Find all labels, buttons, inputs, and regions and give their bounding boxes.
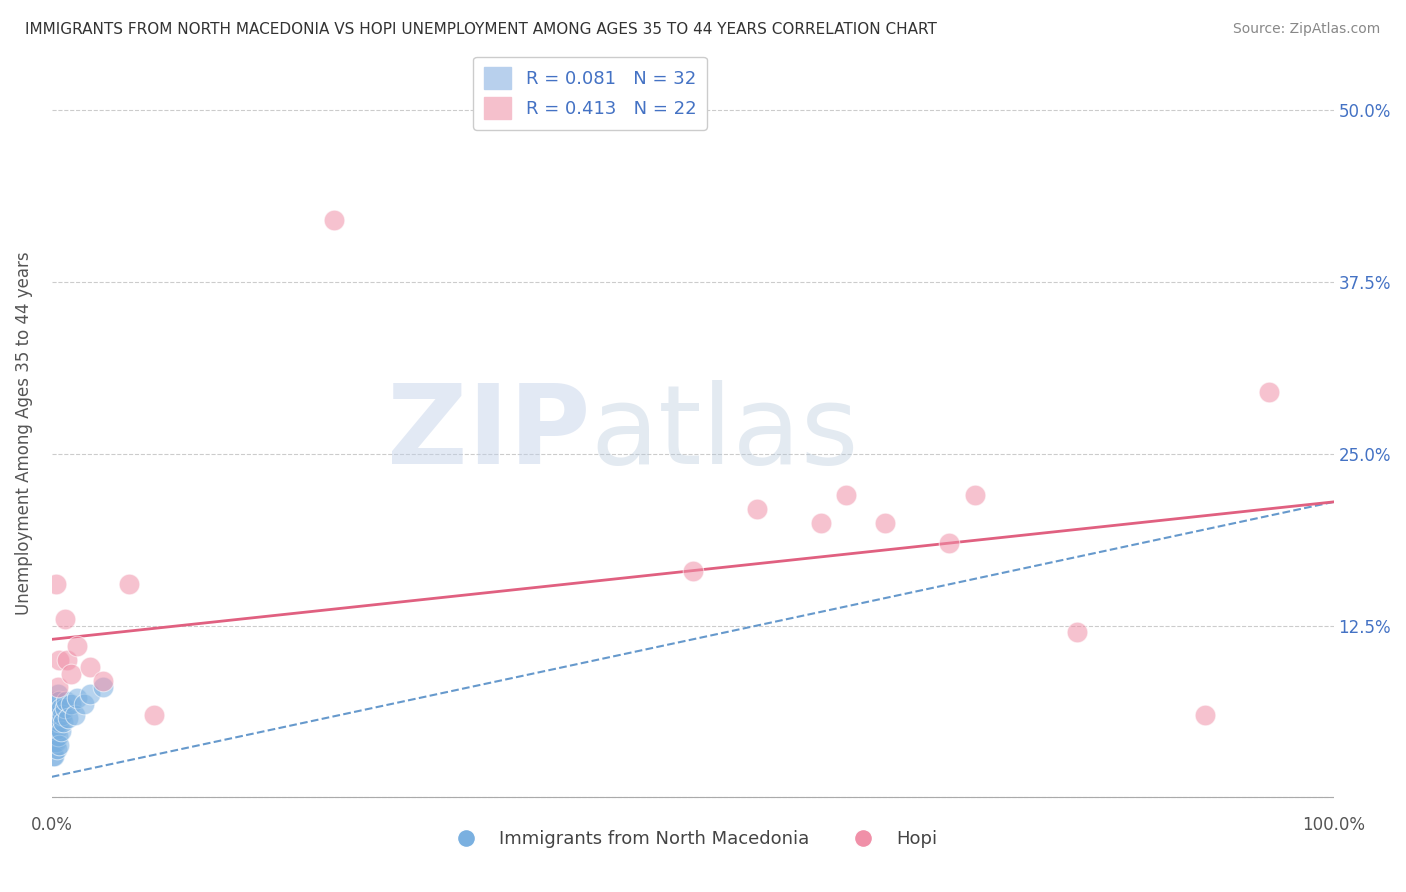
Point <box>91 681 114 695</box>
Text: ZIP: ZIP <box>387 380 591 487</box>
Point <box>79 687 101 701</box>
Point <box>49 724 72 739</box>
Text: IMMIGRANTS FROM NORTH MACEDONIA VS HOPI UNEMPLOYMENT AMONG AGES 35 TO 44 YEARS C: IMMIGRANTS FROM NORTH MACEDONIA VS HOPI … <box>25 22 938 37</box>
Point <box>143 708 166 723</box>
Point <box>873 516 896 530</box>
Point <box>46 729 69 743</box>
Point <box>58 711 80 725</box>
Point <box>53 701 76 715</box>
Point <box>835 488 858 502</box>
Point <box>79 660 101 674</box>
Point <box>45 701 67 715</box>
Point <box>55 694 77 708</box>
Point <box>46 681 69 695</box>
Y-axis label: Unemployment Among Ages 35 to 44 years: Unemployment Among Ages 35 to 44 years <box>15 252 32 615</box>
Point <box>63 708 86 723</box>
Text: Source: ZipAtlas.com: Source: ZipAtlas.com <box>1233 22 1381 37</box>
Point <box>1066 625 1088 640</box>
Point <box>42 749 65 764</box>
Point <box>44 735 66 749</box>
Point <box>42 722 65 736</box>
Point <box>322 213 344 227</box>
Point <box>42 735 65 749</box>
Point <box>59 697 82 711</box>
Point <box>48 694 70 708</box>
Point <box>52 714 75 729</box>
Text: atlas: atlas <box>591 380 859 487</box>
Point <box>66 691 89 706</box>
Point <box>118 577 141 591</box>
Point <box>48 714 70 729</box>
Legend: Immigrants from North Macedonia, Hopi: Immigrants from North Macedonia, Hopi <box>441 822 945 855</box>
Point <box>938 536 960 550</box>
Point <box>45 577 67 591</box>
Point <box>56 653 79 667</box>
Point <box>1258 384 1281 399</box>
Point <box>810 516 832 530</box>
Point <box>46 687 69 701</box>
Point <box>44 722 66 736</box>
Point <box>745 501 768 516</box>
Point <box>49 701 72 715</box>
Point <box>53 612 76 626</box>
Point <box>59 666 82 681</box>
Point <box>963 488 986 502</box>
Point <box>45 714 67 729</box>
Point <box>66 639 89 653</box>
Point <box>45 742 67 756</box>
Point <box>46 708 69 723</box>
Point <box>48 738 70 752</box>
Point <box>48 653 70 667</box>
Point <box>45 722 67 736</box>
Point <box>682 564 704 578</box>
Point <box>44 708 66 723</box>
Point <box>45 735 67 749</box>
Point <box>45 694 67 708</box>
Point <box>44 749 66 764</box>
Point <box>51 708 73 723</box>
Point <box>1194 708 1216 723</box>
Point <box>73 697 96 711</box>
Point <box>91 673 114 688</box>
